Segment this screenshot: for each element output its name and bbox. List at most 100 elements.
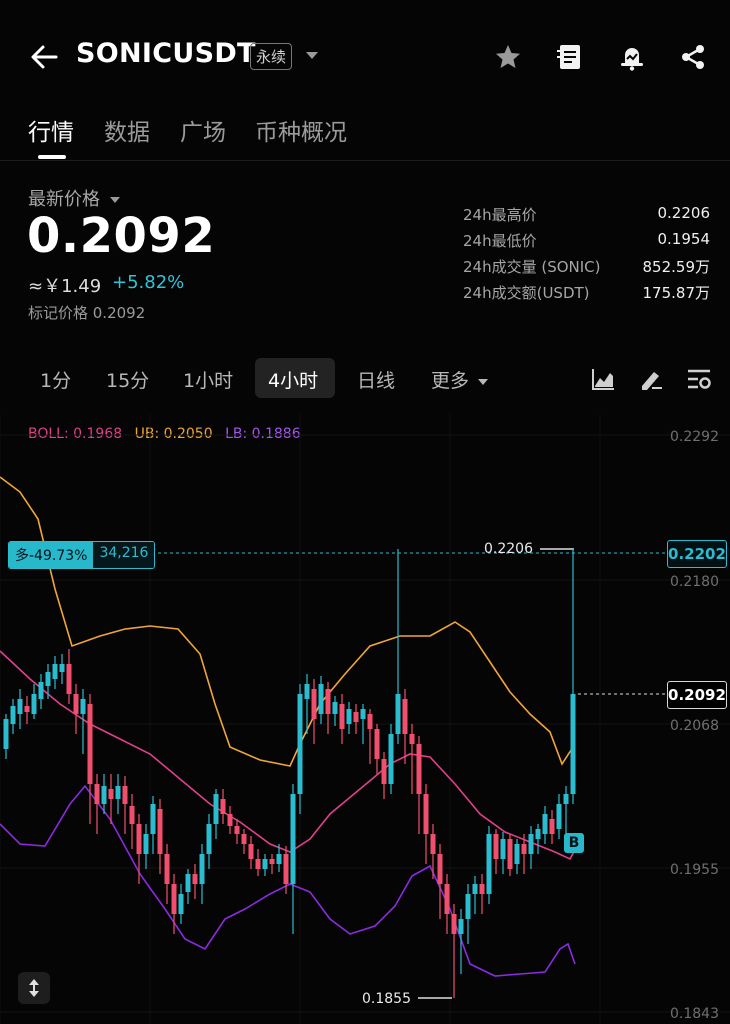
tab-data[interactable]: 数据 (104, 120, 150, 146)
candle-body (500, 839, 506, 859)
candle-body (17, 699, 23, 714)
candle-body (381, 759, 387, 784)
candle-body (304, 684, 310, 699)
candle-body (220, 799, 226, 814)
y-tick-2: 0.2180 (670, 574, 719, 590)
candle-body (493, 834, 499, 859)
candle-body (297, 694, 303, 794)
candle-body (437, 854, 443, 884)
candle-body (206, 824, 212, 854)
candle-body (353, 712, 359, 722)
stat-label-high: 24h最高价 (463, 206, 537, 224)
boll-value: BOLL: 0.1968 (28, 426, 123, 442)
active-tab-indicator (38, 155, 66, 159)
active-timeframe-bg (255, 358, 335, 398)
tab-market[interactable]: 行情 (28, 120, 74, 146)
position-tag[interactable]: 多-49.73% 34,216 (8, 541, 156, 569)
alarm-bell-icon[interactable] (617, 42, 647, 72)
candle-body (136, 824, 142, 854)
lb-value: LB: 0.1886 (225, 426, 301, 442)
scale-toggle-icon[interactable] (18, 972, 50, 1004)
buy-badge[interactable]: B (564, 833, 584, 853)
stat-value-volume: 852.59万 (642, 258, 711, 276)
candle-body (227, 814, 233, 826)
tab-square[interactable]: 广场 (180, 120, 226, 146)
candlestick-chart[interactable] (0, 414, 730, 1024)
draw-tool-icon[interactable] (638, 366, 664, 392)
candle-body (45, 672, 51, 686)
candle-body (451, 914, 457, 934)
candle-body (185, 874, 191, 892)
candle-body (521, 844, 527, 854)
back-arrow-icon[interactable] (28, 40, 62, 74)
candle-body (318, 684, 324, 714)
candle-body (234, 826, 240, 834)
low-marker-label: 0.1855 (362, 991, 411, 1007)
candle-body (80, 699, 86, 714)
candle-body (66, 664, 72, 694)
candle-body (3, 719, 9, 749)
candle-body (276, 854, 282, 864)
candle-body (472, 884, 478, 894)
candle-body (556, 804, 562, 829)
candle-body (101, 786, 107, 804)
candle-body (290, 794, 296, 884)
y-tick-1: 0.2292 (670, 429, 719, 445)
timeframe-1d[interactable]: 日线 (357, 370, 396, 392)
candle-body (150, 804, 156, 834)
candle-body (52, 664, 58, 679)
candle-body (94, 784, 100, 804)
candle-body (388, 734, 394, 784)
candle-body (171, 884, 177, 914)
symbol-title[interactable]: SONICUSDT (76, 38, 256, 69)
candle-body (549, 819, 555, 834)
main-tabs: 行情 数据 广场 币种概况 (0, 108, 730, 161)
candle-body (367, 714, 373, 729)
timeframe-1m[interactable]: 1分 (40, 370, 72, 392)
stat-label-low: 24h最低价 (463, 232, 537, 250)
indicator-settings-icon[interactable] (686, 366, 712, 392)
y-tick-3: 0.2068 (670, 718, 719, 734)
last-price-tag: 0.2092 (667, 681, 727, 709)
candle-body (178, 894, 184, 914)
candle-body (248, 844, 254, 859)
symbol-dropdown-icon[interactable] (306, 52, 318, 59)
candle-body (87, 704, 93, 784)
candle-body (122, 786, 128, 804)
candle-body (346, 709, 352, 724)
candle-body (24, 706, 30, 712)
upper-band-line (0, 476, 576, 767)
stat-value-low: 0.1954 (657, 230, 711, 248)
timeframe-more[interactable]: 更多 (431, 366, 489, 393)
price-change-percent: +5.82% (112, 272, 185, 293)
timeframe-1h[interactable]: 1小时 (183, 370, 234, 392)
latest-price-label[interactable]: 最新价格 (28, 185, 120, 211)
high-marker-label: 0.2206 (484, 541, 533, 557)
candle-body (563, 794, 569, 804)
candle-body (332, 702, 338, 714)
candle-body (31, 694, 37, 714)
candle-body (10, 706, 16, 724)
stat-label-turnover: 24h成交额(USDT) (463, 284, 590, 302)
candle-body (465, 894, 471, 919)
stat-value-high: 0.2206 (657, 204, 711, 222)
ub-value: UB: 0.2050 (134, 426, 213, 442)
notes-icon[interactable] (555, 42, 585, 72)
chart-type-icon[interactable] (590, 366, 616, 392)
tab-coin-overview[interactable]: 币种概况 (255, 120, 347, 146)
star-icon[interactable] (493, 42, 523, 72)
middle-band-line (0, 650, 579, 861)
timeframe-15m[interactable]: 15分 (106, 370, 150, 392)
y-tick-4: 0.1955 (670, 862, 719, 878)
candle-body (395, 694, 401, 734)
timeframe-4h[interactable]: 4小时 (268, 370, 319, 392)
candle-body (59, 664, 65, 672)
candle-body (143, 834, 149, 854)
share-icon[interactable] (678, 42, 708, 72)
candle-body (423, 794, 429, 834)
candle-body (409, 734, 415, 744)
candle-body (269, 859, 275, 864)
cny-price: ≈￥1.49 (28, 276, 102, 297)
candle-body (486, 834, 492, 894)
candle-body (73, 694, 79, 714)
